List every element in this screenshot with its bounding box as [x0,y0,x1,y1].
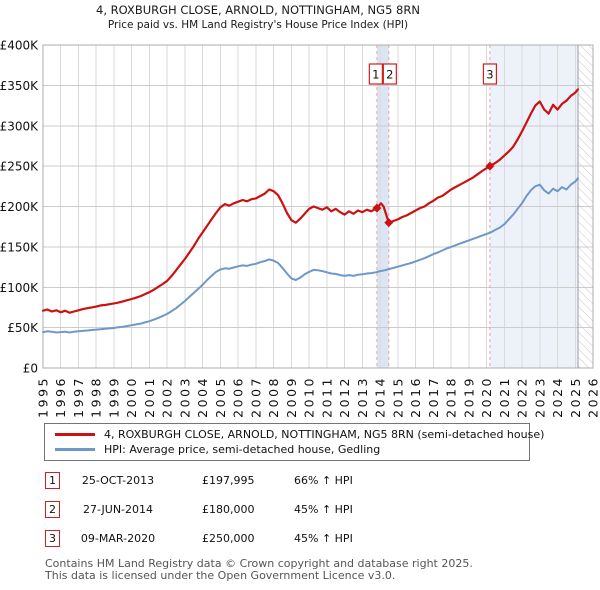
x-axis-tick-label: 2022 [515,376,530,418]
sale-number-label: 3 [486,68,493,82]
sale-hpi-delta: 45% ↑ HPI [294,532,353,545]
sale-marker-diamond [384,218,394,228]
sale-number-label: 2 [386,68,393,82]
x-axis-tick-label: 1999 [106,376,121,418]
x-axis-tick-label: 1997 [71,376,86,418]
y-axis-tick-label: £300K [0,119,39,133]
y-axis-tick-label: £150K [0,240,39,254]
price-chart: 1 2 3 £0 £50K £100K £150K £200K £250K £300K £350K £… [0,39,600,418]
sale-date: 27-JUN-2014 [82,503,154,516]
x-axis-tick-label: 2001 [142,376,157,418]
sale-row-1: 1 25-OCT-2013 £197,995 66% ↑ HPI [0,472,600,490]
license-footer: Contains HM Land Registry data © Crown c… [45,558,473,581]
sale-row-2: 2 27-JUN-2014 £180,000 45% ↑ HPI [0,501,600,519]
sale-price: £197,995 [202,474,255,487]
legend-label-property: 4, ROXBURGH CLOSE, ARNOLD, NOTTINGHAM, N… [104,428,545,441]
sale-number-box [382,63,397,85]
x-axis-tick-label: 2000 [124,376,139,418]
x-axis-tick-label: 2012 [337,376,352,418]
x-axis-tick-label: 2020 [479,376,494,418]
chart-legend: 4, ROXBURGH CLOSE, ARNOLD, NOTTINGHAM, N… [44,423,544,461]
hpi-line [42,177,579,334]
y-axis-tick-label: £350K [0,79,39,93]
sale-hpi-delta: 66% ↑ HPI [294,474,353,487]
sale-marker-diamond [372,203,382,213]
x-axis-tick-label: 2013 [355,376,370,418]
y-axis-tick-label: £250K [0,160,39,174]
y-axis-tick-label: £0 [23,362,38,376]
sale-row-3: 3 09-MAR-2020 £250,000 45% ↑ HPI [0,530,600,548]
sale-price: £180,000 [202,503,255,516]
sale-hpi-delta: 45% ↑ HPI [294,503,353,516]
x-axis-tick-label: 1998 [89,376,104,418]
x-axis-tick-label: 2003 [177,376,192,418]
y-axis-tick-label: £100K [0,281,39,295]
licence-line: This data is licensed under the Open Gov… [45,568,396,582]
sale-number-badge: 3 [45,530,60,547]
sale-number-badge: 1 [45,472,60,489]
x-axis-tick-label: 2007 [248,376,263,418]
x-axis-tick-label: 2019 [461,376,476,418]
y-axis-tick-label: £50K [7,321,39,335]
legend-label-hpi: HPI: Average price, semi-detached house,… [104,443,381,456]
y-axis-tick-label: £400K [0,39,39,53]
x-axis-tick-label: 2011 [319,376,334,418]
x-axis-tick-label: 2015 [390,376,405,418]
sale-number-box [368,63,383,85]
sale-number-box [482,63,498,85]
x-axis-tick-label: 2021 [497,376,512,418]
x-axis-tick-label: 2018 [444,376,459,418]
page-title: 4, ROXBURGH CLOSE, ARNOLD, NOTTINGHAM, N… [96,3,420,17]
x-axis-tick-label: 2006 [231,376,246,418]
legend-entry-property: 4, ROXBURGH CLOSE, ARNOLD, NOTTINGHAM, N… [45,427,544,442]
y-axis-tick-label: £200K [0,200,39,214]
property-line-swatch [55,433,95,436]
x-axis-tick-label: 2017 [426,376,441,418]
x-axis-tick-label: 2004 [195,376,210,418]
x-axis-tick-label: 2014 [373,376,388,418]
sale-price: £250,000 [202,532,255,545]
x-axis-tick-label: 2008 [266,376,281,418]
sale-date: 25-OCT-2013 [81,474,155,487]
sale-number-badge: 2 [45,501,60,518]
x-axis-tick-label: 2023 [532,376,547,418]
hpi-line-swatch [55,448,95,451]
x-axis-tick-label: 2009 [284,376,299,418]
x-axis-tick-label: 2024 [550,376,565,418]
x-axis-tick-label: 2005 [213,376,228,418]
x-axis-tick-label: 2025 [568,376,583,418]
page-subtitle: Price paid vs. HM Land Registry's House … [107,19,409,31]
plot-border [42,44,594,369]
x-axis-tick-label: 1995 [36,376,51,418]
x-axis-tick-label: 2026 [586,376,600,418]
x-axis-tick-label: 2016 [408,376,423,418]
sale-date: 09-MAR-2020 [80,532,156,545]
x-axis-tick-label: 1996 [53,376,68,418]
sale-number-label: 1 [372,68,379,82]
legend-entry-hpi: HPI: Average price, semi-detached house,… [45,442,529,457]
sale-marker-diamond [485,161,495,171]
x-axis-tick-label: 2010 [302,376,317,418]
x-axis-tick-label: 2002 [160,376,175,418]
copyright-line: Contains HM Land Registry data © Crown c… [45,557,473,570]
